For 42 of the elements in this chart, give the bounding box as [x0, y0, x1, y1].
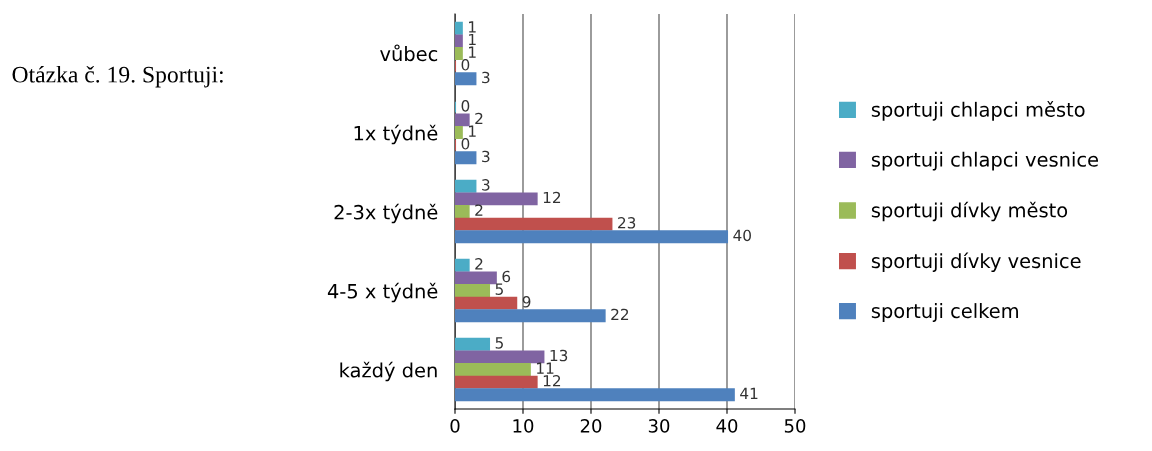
- data-label: 5: [495, 337, 503, 349]
- data-label: 3: [482, 150, 490, 163]
- data-label: 12: [543, 375, 561, 387]
- x-tick-label: 30: [648, 419, 670, 433]
- data-label: 11: [537, 362, 554, 374]
- legend-label: sportuji dívky vesnice: [871, 252, 1081, 273]
- data-label: 5: [495, 283, 503, 295]
- y-tick-label: každý den: [340, 361, 437, 382]
- data-label: 6: [502, 270, 511, 283]
- data-label: 2: [475, 112, 483, 125]
- data-label: 1: [469, 46, 476, 58]
- data-label: 1: [469, 21, 476, 33]
- x-tick-label: 50: [784, 419, 806, 433]
- data-label: 40: [733, 229, 751, 242]
- data-label: 2: [475, 258, 483, 270]
- text: Otázka č. 19. Sportuji:: [12, 65, 223, 88]
- data-label: 23: [618, 217, 636, 229]
- legend-label: sportuji chlapci město: [871, 101, 1085, 121]
- data-label: 12: [543, 191, 561, 204]
- x-tick-label: 0: [450, 419, 460, 433]
- x-tick-label: 20: [580, 419, 602, 433]
- data-label: 1: [469, 125, 476, 137]
- legend-label: sportuji dívky město: [871, 201, 1068, 222]
- data-label: 1: [469, 33, 476, 46]
- x-tick-label: 10: [513, 419, 534, 433]
- data-label: 13: [550, 349, 568, 362]
- y-tick-label: 4-5 x týdně: [327, 282, 438, 303]
- data-label: 0: [461, 59, 470, 71]
- data-label: 0: [461, 138, 470, 150]
- data-label: 9: [522, 296, 531, 308]
- x-tick-label: 40: [716, 419, 738, 433]
- data-label: 41: [740, 387, 758, 399]
- data-label: 0: [461, 100, 470, 112]
- y-tick-label: 1x týdně: [354, 124, 438, 145]
- legend-label: sportuji chlapci vesnice: [871, 151, 1098, 171]
- y-tick-label: 2-3x týdně: [334, 203, 438, 224]
- data-label: 2: [475, 204, 483, 216]
- legend-label: sportuji celkem: [871, 303, 1018, 322]
- data-label: 3: [482, 71, 490, 84]
- data-label: 22: [611, 308, 629, 320]
- y-tick-label: vůbec: [380, 44, 438, 62]
- data-label: 3: [482, 179, 490, 191]
